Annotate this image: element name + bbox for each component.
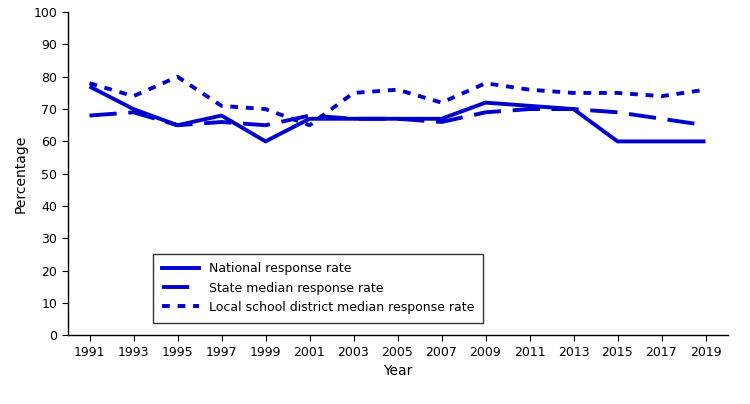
Local school district median response rate: [613, 90, 622, 95]
State median response rate: [657, 116, 666, 121]
National response rate: [393, 116, 402, 121]
State median response rate: [261, 123, 270, 128]
State median response rate: [525, 107, 534, 112]
Local school district median response rate: [129, 94, 138, 99]
National response rate: [525, 103, 534, 108]
Local school district median response rate: [481, 81, 490, 86]
National response rate: [217, 113, 226, 118]
State median response rate: [85, 113, 94, 118]
Local school district median response rate: [261, 107, 270, 112]
National response rate: [129, 107, 138, 112]
National response rate: [657, 139, 666, 144]
State median response rate: [569, 107, 578, 112]
Local school district median response rate: [349, 90, 358, 95]
Y-axis label: Percentage: Percentage: [13, 135, 28, 213]
Local school district median response rate: [437, 100, 446, 105]
Local school district median response rate: [569, 90, 578, 95]
State median response rate: [437, 120, 446, 124]
National response rate: [701, 139, 710, 144]
National response rate: [481, 100, 490, 105]
National response rate: [569, 107, 578, 112]
State median response rate: [173, 123, 182, 128]
Local school district median response rate: [657, 94, 666, 99]
Local school district median response rate: [525, 87, 534, 92]
National response rate: [173, 123, 182, 128]
State median response rate: [217, 120, 226, 124]
State median response rate: [349, 116, 358, 121]
State median response rate: [305, 113, 314, 118]
National response rate: [349, 116, 358, 121]
National response rate: [305, 116, 314, 121]
Line: State median response rate: State median response rate: [89, 109, 706, 125]
State median response rate: [129, 110, 138, 115]
State median response rate: [613, 110, 622, 115]
National response rate: [613, 139, 622, 144]
Local school district median response rate: [217, 103, 226, 108]
Local school district median response rate: [85, 81, 94, 86]
Line: Local school district median response rate: Local school district median response ra…: [89, 77, 706, 125]
Legend: National response rate, State median response rate, Local school district median: National response rate, State median res…: [153, 254, 483, 323]
National response rate: [261, 139, 270, 144]
State median response rate: [393, 116, 402, 121]
Local school district median response rate: [173, 74, 182, 79]
Local school district median response rate: [305, 123, 314, 128]
X-axis label: Year: Year: [382, 364, 412, 378]
Local school district median response rate: [393, 87, 402, 92]
Local school district median response rate: [701, 87, 710, 92]
State median response rate: [701, 123, 710, 128]
State median response rate: [481, 110, 490, 115]
Line: National response rate: National response rate: [89, 86, 706, 141]
National response rate: [85, 84, 94, 89]
National response rate: [437, 116, 446, 121]
